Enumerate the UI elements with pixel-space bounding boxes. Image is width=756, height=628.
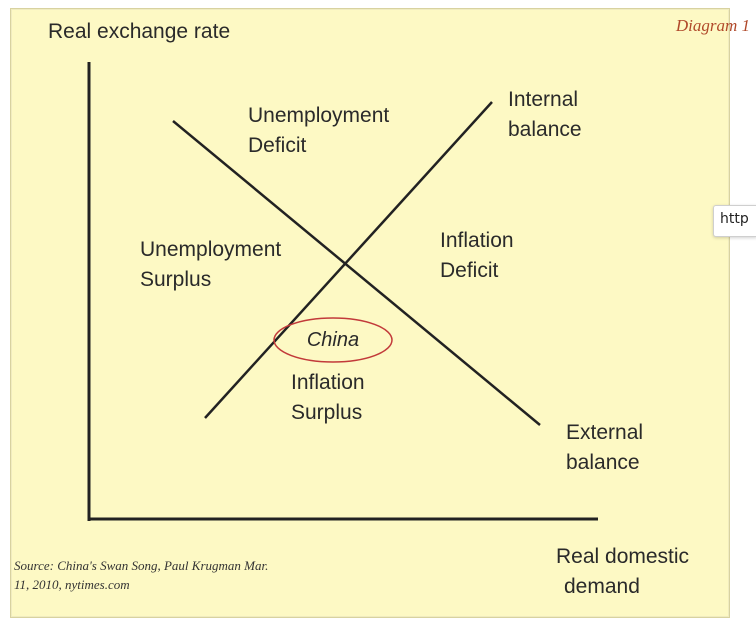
diagram-tag: Diagram 1 <box>675 16 750 35</box>
internal-balance-line <box>204 101 493 419</box>
region-bottom-label: Inflation Surplus <box>291 368 365 428</box>
china-highlight-ellipse <box>273 317 393 363</box>
source-line-2: 11, 2010, nytimes.com <box>14 577 130 592</box>
region-top-label: Unemployment Deficit <box>248 101 389 161</box>
diagram-panel <box>10 8 730 618</box>
region-right-label: Inflation Deficit <box>440 226 514 286</box>
x-axis-line-2: demand <box>564 575 640 598</box>
region-right-line-2: Deficit <box>440 259 499 282</box>
y-axis-label: Real exchange rate <box>48 20 231 43</box>
region-top-line-2: Deficit <box>248 134 307 157</box>
external-balance-label: External balance <box>566 418 643 478</box>
external-balance-line <box>172 120 541 426</box>
source-note: Source: China's Swan Song, Paul Krugman … <box>14 556 268 594</box>
internal-balance-line-2: balance <box>508 118 582 141</box>
x-axis-label: Real domestic demand <box>556 542 689 602</box>
region-left-line-1: Unemployment <box>140 238 282 261</box>
internal-balance-label: Internal balance <box>508 85 582 145</box>
region-right-line-1: Inflation <box>440 229 514 252</box>
external-balance-line-1: External <box>566 421 644 444</box>
region-top-line-1: Unemployment <box>248 104 390 127</box>
region-bottom-line-1: Inflation <box>291 371 365 394</box>
internal-balance-line-1: Internal <box>508 88 579 111</box>
region-left-line-2: Surplus <box>140 268 212 291</box>
region-left-label: Unemployment Surplus <box>140 235 281 295</box>
url-tooltip-text: http <box>720 211 749 227</box>
external-balance-line-2: balance <box>566 451 640 474</box>
url-tooltip-tab[interactable]: http <box>713 205 756 237</box>
x-axis-line-1: Real domestic <box>556 545 690 568</box>
source-line-1: Source: China's Swan Song, Paul Krugman … <box>14 558 269 573</box>
china-label: China <box>306 329 360 351</box>
region-bottom-line-2: Surplus <box>291 401 363 424</box>
